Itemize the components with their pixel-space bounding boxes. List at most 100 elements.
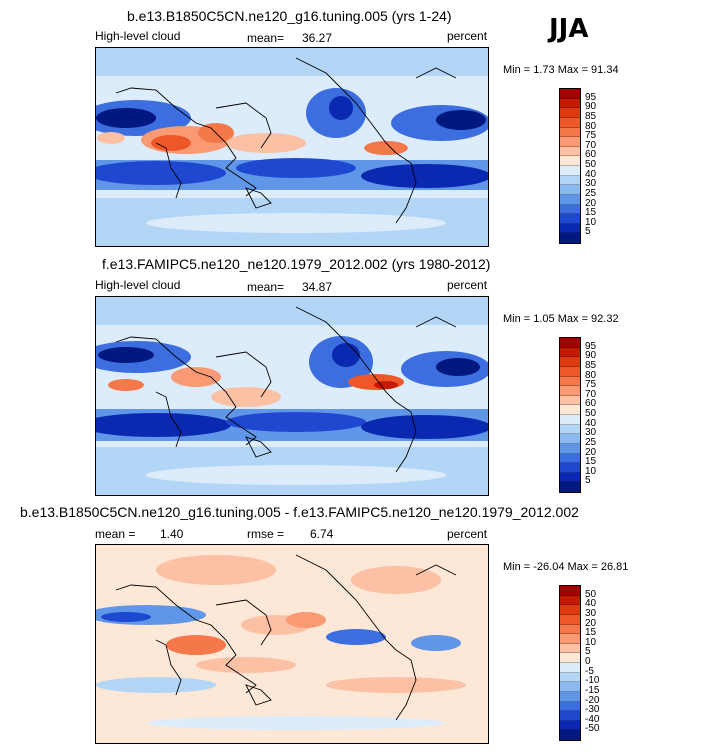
- colorbar-swatch: [560, 624, 580, 635]
- colorbar-swatch: [560, 156, 580, 166]
- colorbar-swatch: [560, 663, 580, 673]
- colorbar-label: 80: [585, 120, 597, 132]
- colorbar-label: 80: [585, 369, 597, 381]
- panel-2-title: f.e13.FAMIPC5.ne120_ne120.1979_2012.002 …: [102, 256, 491, 272]
- panel-2-field-label: High-level cloud: [95, 278, 181, 292]
- colorbar-swatch: [560, 415, 580, 425]
- panel-2-minmax: Min = 1.05 Max = 92.32: [503, 313, 619, 325]
- colorbar-swatch: [560, 376, 580, 387]
- colorbar-swatch: [560, 405, 580, 415]
- colorbar-label: 20: [585, 197, 597, 209]
- panel-2-map-canvas: [96, 297, 488, 495]
- colorbar-swatch: [560, 204, 580, 215]
- colorbar-swatch: [560, 338, 580, 348]
- colorbar-swatch: [560, 424, 580, 435]
- colorbar-label: 25: [585, 187, 597, 199]
- panel-1-units: percent: [447, 29, 488, 43]
- colorbar-swatch: [560, 653, 580, 663]
- colorbar-swatch: [560, 108, 580, 118]
- colorbar-label: 5: [585, 226, 591, 238]
- colorbar-label: 20: [585, 446, 597, 458]
- colorbar-label: 90: [585, 101, 597, 113]
- colorbar-swatch: [560, 166, 580, 176]
- colorbar-swatch: [560, 463, 580, 473]
- panel-1-map-canvas: [96, 48, 488, 246]
- colorbar-label: 70: [585, 139, 597, 151]
- colorbar-swatch: [560, 443, 580, 454]
- colorbar-swatch: [560, 175, 580, 186]
- panel-3-rmse-label: rmse =: [247, 527, 285, 541]
- colorbar-label: 50: [585, 408, 597, 419]
- colorbar-swatch: [560, 233, 580, 243]
- panel-1-field-label: High-level cloud: [95, 29, 181, 43]
- colorbar-swatch: [560, 127, 580, 138]
- panel-2-units: percent: [447, 278, 488, 292]
- colorbar-label: 85: [585, 110, 597, 122]
- panel-3-map-canvas: [96, 545, 488, 743]
- panel-3-map: [95, 544, 489, 744]
- panel-2-mean-label: mean=: [247, 280, 285, 294]
- colorbar-label: 0: [585, 656, 591, 667]
- panel-1-mean-label: mean=: [247, 31, 285, 45]
- colorbar-swatch: [560, 185, 580, 195]
- colorbar-label: 25: [585, 436, 597, 448]
- colorbar-swatch: [560, 595, 580, 606]
- colorbar-swatch: [560, 434, 580, 444]
- colorbar-label: -40: [585, 713, 600, 725]
- panel-3-colorbar: [559, 585, 581, 741]
- panel-2-map: [95, 296, 489, 496]
- colorbar-swatch: [560, 586, 580, 596]
- panel-1-map: [95, 47, 489, 247]
- colorbar-label: 10: [585, 216, 597, 228]
- colorbar-label: 30: [585, 178, 597, 190]
- panel-3-title: b.e13.B1850C5CN.ne120_g16.tuning.005 - f…: [20, 504, 579, 520]
- panel-2-colorbar: [559, 337, 581, 493]
- colorbar-label: 10: [585, 465, 597, 477]
- colorbar-label: 50: [585, 159, 597, 170]
- colorbar-label: 10: [585, 636, 597, 648]
- colorbar-label: 50: [585, 588, 597, 600]
- colorbar-swatch: [560, 605, 580, 615]
- panel-3-minmax: Min = -26.04 Max = 26.81: [503, 561, 629, 573]
- colorbar-swatch: [560, 672, 580, 683]
- colorbar-swatch: [560, 691, 580, 702]
- colorbar-swatch: [560, 357, 580, 367]
- colorbar-swatch: [560, 634, 580, 644]
- colorbar-label: -20: [585, 694, 600, 706]
- colorbar-label: 75: [585, 379, 597, 391]
- colorbar-swatch: [560, 386, 580, 396]
- colorbar-label: 60: [585, 398, 597, 410]
- colorbar-swatch: [560, 395, 580, 406]
- season-label: JJA: [549, 14, 589, 44]
- colorbar-label: 5: [585, 646, 591, 658]
- colorbar-label: -10: [585, 675, 600, 687]
- colorbar-swatch: [560, 720, 580, 731]
- colorbar-label: 90: [585, 350, 597, 362]
- colorbar-label: 15: [585, 207, 597, 219]
- colorbar-label: 95: [585, 91, 597, 103]
- colorbar-label: 40: [585, 168, 597, 180]
- colorbar-swatch: [560, 137, 580, 147]
- colorbar-label: -30: [585, 704, 600, 716]
- colorbar-label: 15: [585, 456, 597, 468]
- colorbar-label: 30: [585, 607, 597, 619]
- panel-1-minmax: Min = 1.73 Max = 91.34: [503, 64, 619, 76]
- colorbar-swatch: [560, 117, 580, 128]
- colorbar-swatch: [560, 347, 580, 358]
- colorbar-label: 70: [585, 388, 597, 400]
- colorbar-swatch: [560, 453, 580, 464]
- colorbar-swatch: [560, 614, 580, 625]
- colorbar-label: 95: [585, 340, 597, 352]
- panel-3-mean-value: 1.40: [160, 527, 184, 541]
- colorbar-label: 15: [585, 627, 597, 639]
- colorbar-swatch: [560, 643, 580, 654]
- colorbar-label: 20: [585, 617, 597, 629]
- colorbar-swatch: [560, 366, 580, 377]
- colorbar-label: 85: [585, 359, 597, 371]
- colorbar-swatch: [560, 701, 580, 712]
- colorbar-label: 60: [585, 149, 597, 161]
- colorbar-swatch: [560, 194, 580, 205]
- colorbar-label: -5: [585, 665, 594, 677]
- colorbar-swatch: [560, 730, 580, 740]
- colorbar-label: 30: [585, 427, 597, 439]
